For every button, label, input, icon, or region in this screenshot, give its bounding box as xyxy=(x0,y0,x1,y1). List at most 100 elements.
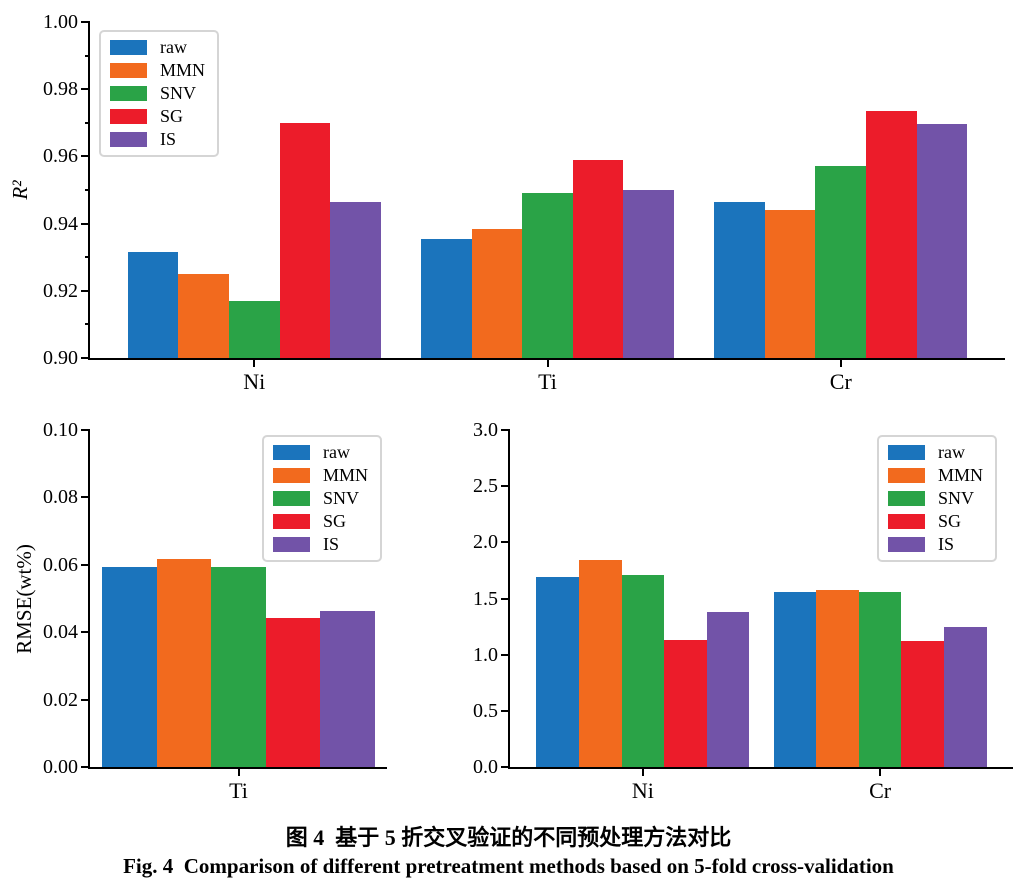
chart-rmse-ti: 0.10 0.08 0.06 0.04 0.02 0.00 Ti raw MMN SNV SG IS R… xyxy=(12,419,387,803)
y-tick-label: 0.94 xyxy=(43,212,78,235)
legend-swatch-SNV xyxy=(110,86,147,101)
y-tick xyxy=(81,88,90,91)
legend: raw MMN SNV SG IS xyxy=(99,30,220,157)
y-tick xyxy=(501,429,510,431)
y-tick xyxy=(81,496,90,499)
legend-entry-raw: raw xyxy=(272,442,368,462)
y-tick-label: 0.98 xyxy=(43,78,78,101)
bar-raw-Ti xyxy=(102,567,157,767)
legend-label: SG xyxy=(937,511,961,531)
bar-SG-Cr xyxy=(866,111,917,358)
y-tick xyxy=(81,155,90,158)
legend-swatch-raw xyxy=(887,445,925,460)
bar-MMN-Ti xyxy=(471,228,523,358)
y-tick xyxy=(81,631,90,634)
y-minor-tick xyxy=(85,189,90,191)
legend-swatch-SG xyxy=(272,514,310,529)
bar-IS-Ni xyxy=(706,611,750,767)
y-tick-label: 0.10 xyxy=(43,419,78,441)
legend: raw MMN SNV SG IS xyxy=(876,435,997,562)
y-tick-label: 0.0 xyxy=(473,756,498,778)
y-minor-tick xyxy=(85,121,90,124)
chart-r2: 1.00 0.98 0.96 0.94 0.92 0.90 Ni Ti Cr raw MMN SNV S… xyxy=(8,11,1005,394)
legend-entry-MMN: MMN xyxy=(272,465,368,485)
legend-label: SG xyxy=(322,511,346,531)
x-tick-label-Ti: Ti xyxy=(538,369,557,394)
legend-entry-MMN: MMN xyxy=(887,466,983,485)
y-tick-label: 0.06 xyxy=(43,553,78,576)
bar-SNV-Cr xyxy=(815,166,867,358)
y-tick xyxy=(81,289,90,292)
y-axis-label: RMSE(wt%) xyxy=(12,543,36,654)
x-tick-label-Ni: Ni xyxy=(631,778,654,803)
y-tick xyxy=(81,563,90,566)
legend-swatch-SG xyxy=(110,109,147,124)
legend-swatch-raw xyxy=(110,40,147,55)
bar-MMN-Cr xyxy=(764,210,816,358)
legend-entry-IS: IS xyxy=(887,534,983,554)
legend-entry-SG: SG xyxy=(272,511,368,531)
x-tick-label-Ni: Ni xyxy=(243,369,266,394)
y-tick xyxy=(81,357,90,359)
legend-label: IS xyxy=(160,129,177,149)
bar-SG-Ni xyxy=(279,122,331,358)
y-tick-label: 0.04 xyxy=(43,621,78,644)
y-tick-label: 1.00 xyxy=(43,11,78,33)
legend-entry-SG: SG xyxy=(887,511,983,531)
caption-english: Fig. 4 Comparison of different pretreatm… xyxy=(123,854,894,878)
chart-rmse-ni-cr: 3.0 2.5 2.0 1.5 1.0 0.5 0.0 Ni Cr raw MMN SNV SG IS xyxy=(473,419,1013,803)
legend-swatch-SG xyxy=(887,514,925,529)
bar-raw-Cr xyxy=(714,201,765,358)
legend-entry-raw: raw xyxy=(887,442,983,462)
y-tick-label: 0.08 xyxy=(43,486,78,509)
y-tick xyxy=(501,541,510,544)
x-tick xyxy=(839,358,842,367)
legend-swatch-IS xyxy=(110,132,147,147)
legend-label: SNV xyxy=(937,488,974,508)
bar-IS-Ni xyxy=(330,201,381,358)
x-tick xyxy=(879,767,882,776)
bar-SNV-Ti xyxy=(211,566,266,767)
legend-label: IS xyxy=(322,534,339,554)
x-tick-label-Ti: Ti xyxy=(229,778,248,803)
legend-label: MMN xyxy=(160,60,206,80)
legend-label: MMN xyxy=(322,465,368,485)
legend-label: SNV xyxy=(160,83,197,103)
y-tick xyxy=(81,429,90,431)
legend-entry-SNV: SNV xyxy=(887,488,983,508)
y-tick-label: 3.0 xyxy=(473,419,498,441)
bar-SNV-Cr xyxy=(858,591,902,767)
x-tick xyxy=(546,358,549,367)
bar-raw-Ni xyxy=(127,252,179,358)
legend-entry-SNV: SNV xyxy=(110,84,205,103)
x-tick-label-Cr: Cr xyxy=(829,369,852,394)
bar-IS-Ti xyxy=(623,190,674,358)
y-tick xyxy=(81,698,90,701)
y-tick-label: 1.5 xyxy=(473,587,498,610)
bar-SNV-Ni xyxy=(621,574,665,767)
legend-label: raw xyxy=(160,37,187,57)
bar-raw-Ni xyxy=(536,577,579,767)
x-tick xyxy=(641,767,644,776)
y-tick xyxy=(501,485,510,488)
y-tick-label: 1.0 xyxy=(473,643,498,666)
bar-SG-Ni xyxy=(664,640,707,767)
bar-IS-Cr xyxy=(944,626,987,767)
y-tick xyxy=(81,222,90,225)
y-tick-label: 2.5 xyxy=(473,475,498,498)
legend-label: IS xyxy=(937,534,954,554)
legend-entry-MMN: MMN xyxy=(110,61,205,80)
x-tick xyxy=(253,358,256,367)
legend-swatch-IS xyxy=(272,537,310,552)
legend-label: raw xyxy=(322,442,350,462)
bar-SG-Cr xyxy=(901,641,945,767)
legend-swatch-MMN xyxy=(887,468,925,483)
bar-MMN-Cr xyxy=(816,589,859,767)
y-tick xyxy=(81,21,90,23)
bar-raw-Ti xyxy=(421,238,472,358)
legend-entry-IS: IS xyxy=(110,130,205,149)
bar-SNV-Ni xyxy=(228,300,280,358)
legend-entry-SNV: SNV xyxy=(272,489,368,508)
bar-MMN-Ni xyxy=(578,560,622,767)
legend-label: raw xyxy=(937,442,965,462)
